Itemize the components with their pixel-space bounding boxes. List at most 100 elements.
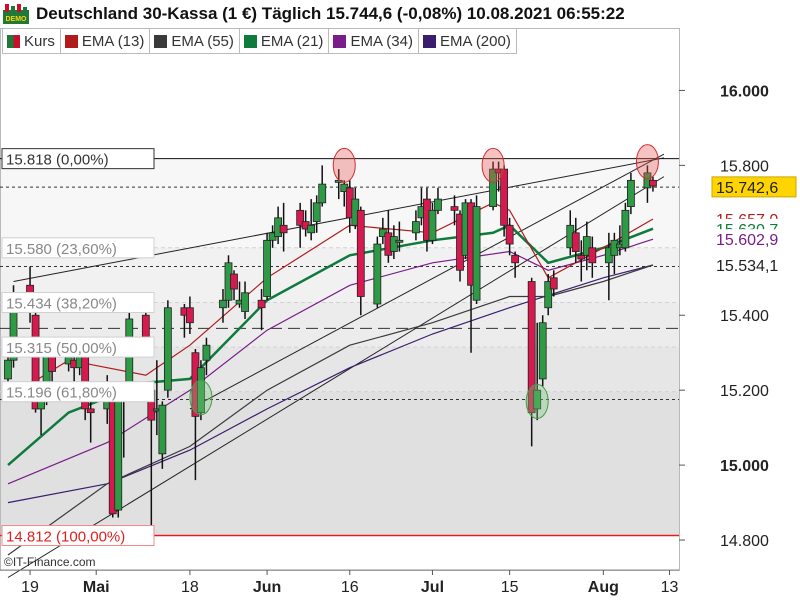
legend-item[interactable]: EMA (34) [328,28,418,54]
candle-body [588,247,597,264]
fibonacci-label-box [1,237,155,259]
demo-badge-icon: DEMO [3,4,29,24]
trendline [189,153,665,410]
candle-body [296,209,305,226]
y-axis-tick-label: 16.000 [720,83,769,100]
candle-body [434,198,442,211]
candle-body [186,307,194,324]
x-axis-tick-label: Mai [83,579,110,596]
legend-swatch [154,34,168,48]
candle-body [533,389,542,410]
candle-body [202,344,211,361]
fibonacci-label: 15.315 (50,00%) [6,340,117,357]
candle-body [649,179,657,187]
trendline [7,176,665,578]
candle-body [279,224,288,234]
price-tag-box [712,229,796,250]
candle-body [163,307,172,391]
candle-body [544,281,553,309]
trendline [13,157,665,283]
x-axis-tick-label: Jul [421,579,444,596]
price-tag-label: 15.742,6 [716,180,778,197]
y-axis-tick-label: 15.400 [720,308,769,325]
candle-body [511,254,520,264]
candle-body [395,239,404,243]
legend-label: EMA (55) [171,32,234,50]
fibonacci-label-box [1,525,155,547]
candle-body [356,209,365,297]
fibonacci-label-box [1,148,155,170]
price-tag-box [712,254,796,275]
x-axis-tick-label: 15 [501,579,519,596]
highlight-marker [332,147,356,183]
fibonacci-label: 15.434 (38,20%) [6,296,117,313]
y-axis-tick-label: 15.000 [720,458,769,475]
candle-body [31,314,40,410]
candle-body [489,168,497,207]
highlight-marker [481,147,505,183]
x-axis-tick-label: Aug [588,579,619,596]
demo-label: DEMO [6,16,28,23]
fibonacci-zone [1,391,679,536]
candle-body [389,236,398,252]
candle-body [312,202,321,222]
legend-swatch [64,34,78,48]
legend-swatch [333,34,347,48]
copyright-text: ©IT-Finance.com [4,555,96,569]
candle-body [263,239,271,297]
price-tag-box [711,176,797,198]
candle-body [307,224,316,234]
fibonacci-label: 15.580 (23,60%) [6,241,117,258]
x-axis-tick-label: Jun [253,579,281,596]
fibonacci-label: 15.818 (0,00%) [6,152,109,169]
candle-body [412,221,420,234]
candle-body [158,404,167,455]
fibonacci-label: 15.196 (61,80%) [6,385,117,402]
legend-label: Kurs [24,32,55,50]
fibonacci-label-box [1,336,155,358]
price-tag-label: 15.534,1 [716,258,778,275]
highlight-marker [635,144,659,180]
highlight-marker [189,380,213,416]
candle-body [114,401,123,511]
candle-body [48,356,56,372]
ema-line [7,264,654,556]
candle-body [505,224,514,245]
ema-line [7,264,654,504]
legend-swatch [243,34,257,48]
y-axis-tick-label: 15.800 [720,158,769,175]
candle-body [527,281,536,414]
legend-label: EMA (200) [439,32,511,50]
x-axis-tick-label: 18 [181,579,199,596]
candle-body [428,209,437,241]
candle-body [577,254,586,260]
x-axis-tick-label: 13 [661,579,679,596]
candle-body [549,277,558,290]
candle-body [500,168,509,226]
fibonacci-label-box [1,381,155,403]
candle-body [257,299,266,309]
legend-label: EMA (21) [260,32,324,50]
candle-body [86,408,95,414]
y-axis-tick-label: 14.800 [720,533,769,550]
candle-body [230,273,238,290]
candle-body [318,183,327,204]
legend-item[interactable]: Kurs [2,28,60,54]
fibonacci-label: 14.812 (100,00%) [6,529,125,546]
candle-body [241,292,249,312]
highlight-marker [525,383,549,419]
candle-body [4,359,12,380]
candle-body [538,322,547,380]
legend-label: EMA (34) [350,32,413,50]
title-bar: DEMO Deutschland 30-Kassa (1 €) Täglich … [0,0,800,28]
fibonacci-label-box [1,292,155,314]
candle-body [621,209,630,249]
candle-body [197,367,205,414]
legend-swatch [7,34,20,48]
candle-body [627,179,635,207]
price-tag-label: 15.602,9 [716,232,778,249]
legend-item[interactable]: EMA (13) [59,28,150,54]
candle-body [582,236,591,256]
fibonacci-zone [1,158,679,248]
